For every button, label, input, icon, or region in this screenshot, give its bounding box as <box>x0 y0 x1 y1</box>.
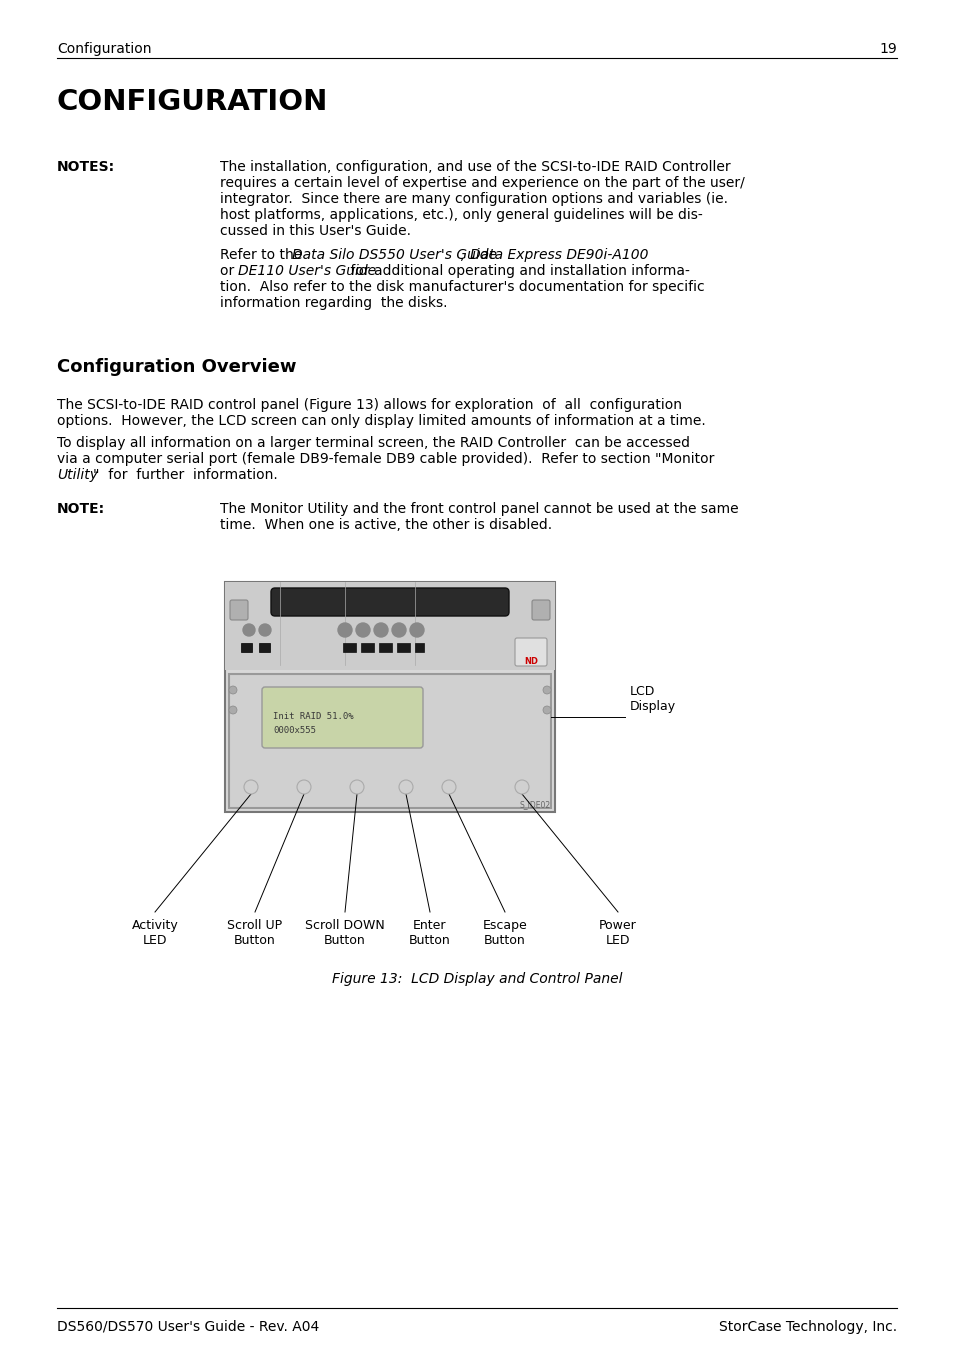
Text: via a computer serial port (female DB9-female DB9 cable provided).  Refer to sec: via a computer serial port (female DB9-f… <box>57 452 714 465</box>
Circle shape <box>410 623 423 637</box>
Circle shape <box>441 780 456 794</box>
Bar <box>241 643 252 652</box>
Text: LCD
Display: LCD Display <box>629 684 676 713</box>
Circle shape <box>258 624 271 637</box>
Circle shape <box>398 780 413 794</box>
Text: Init RAID 51.0%: Init RAID 51.0% <box>273 712 354 721</box>
FancyBboxPatch shape <box>230 600 248 620</box>
Text: To display all information on a larger terminal screen, the RAID Controller  can: To display all information on a larger t… <box>57 435 689 450</box>
Text: Power
LED: Power LED <box>598 919 637 947</box>
Text: StorCase Technology, Inc.: StorCase Technology, Inc. <box>719 1320 896 1333</box>
Text: The installation, configuration, and use of the SCSI-to-IDE RAID Controller: The installation, configuration, and use… <box>220 160 730 174</box>
Circle shape <box>355 623 370 637</box>
Bar <box>378 643 392 652</box>
FancyBboxPatch shape <box>225 582 555 812</box>
Text: Configuration Overview: Configuration Overview <box>57 359 296 376</box>
Text: S_IDE02: S_IDE02 <box>519 799 551 809</box>
Text: 0000x555: 0000x555 <box>273 726 315 735</box>
FancyBboxPatch shape <box>229 674 551 808</box>
Text: tion.  Also refer to the disk manufacturer's documentation for specific: tion. Also refer to the disk manufacture… <box>220 281 704 294</box>
Text: requires a certain level of expertise and experience on the part of the user/: requires a certain level of expertise an… <box>220 177 744 190</box>
Circle shape <box>296 780 311 794</box>
Text: DE110 User's Guide: DE110 User's Guide <box>237 264 375 278</box>
Text: integrator.  Since there are many configuration options and variables (ie.: integrator. Since there are many configu… <box>220 192 727 205</box>
Text: for additional operating and installation informa-: for additional operating and installatio… <box>346 264 689 278</box>
Text: Scroll DOWN
Button: Scroll DOWN Button <box>305 919 384 947</box>
Text: Configuration: Configuration <box>57 42 152 56</box>
Text: information regarding  the disks.: information regarding the disks. <box>220 296 447 309</box>
Text: DS560/DS570 User's Guide - Rev. A04: DS560/DS570 User's Guide - Rev. A04 <box>57 1320 319 1333</box>
Text: options.  However, the LCD screen can only display limited amounts of informatio: options. However, the LCD screen can onl… <box>57 413 705 428</box>
Circle shape <box>243 624 254 637</box>
Text: NOTE:: NOTE: <box>57 502 105 516</box>
Circle shape <box>229 686 236 694</box>
Text: host platforms, applications, etc.), only general guidelines will be dis-: host platforms, applications, etc.), onl… <box>220 208 702 222</box>
Bar <box>360 643 374 652</box>
Text: The Monitor Utility and the front control panel cannot be used at the same: The Monitor Utility and the front contro… <box>220 502 738 516</box>
Circle shape <box>229 706 236 715</box>
Text: or: or <box>220 264 238 278</box>
Text: NOTES:: NOTES: <box>57 160 115 174</box>
Text: "  for  further  information.: " for further information. <box>92 468 277 482</box>
Bar <box>225 582 555 669</box>
Text: time.  When one is active, the other is disabled.: time. When one is active, the other is d… <box>220 517 552 533</box>
Bar <box>415 643 423 652</box>
Text: 19: 19 <box>879 42 896 56</box>
Text: Refer to the: Refer to the <box>220 248 306 261</box>
Circle shape <box>244 780 257 794</box>
Text: Data Silo DS550 User's Guide: Data Silo DS550 User's Guide <box>292 248 497 261</box>
Circle shape <box>515 780 529 794</box>
FancyBboxPatch shape <box>532 600 550 620</box>
FancyBboxPatch shape <box>271 589 509 616</box>
Circle shape <box>337 623 352 637</box>
Text: Scroll UP
Button: Scroll UP Button <box>227 919 282 947</box>
Circle shape <box>392 623 406 637</box>
Text: cussed in this User's Guide.: cussed in this User's Guide. <box>220 225 411 238</box>
Text: Data Express DE90i-A100: Data Express DE90i-A100 <box>470 248 648 261</box>
FancyBboxPatch shape <box>262 687 422 747</box>
Circle shape <box>542 686 551 694</box>
Text: ND: ND <box>523 657 537 665</box>
Text: Escape
Button: Escape Button <box>482 919 527 947</box>
Circle shape <box>542 706 551 715</box>
Text: The SCSI-to-IDE RAID control panel (Figure 13) allows for exploration  of  all  : The SCSI-to-IDE RAID control panel (Figu… <box>57 398 681 412</box>
Text: Activity
LED: Activity LED <box>132 919 178 947</box>
Circle shape <box>374 623 388 637</box>
Text: Utility: Utility <box>57 468 98 482</box>
FancyBboxPatch shape <box>515 638 546 665</box>
Text: CONFIGURATION: CONFIGURATION <box>57 88 328 116</box>
Bar <box>258 643 270 652</box>
Text: ,: , <box>459 248 468 261</box>
Text: Figure 13:  LCD Display and Control Panel: Figure 13: LCD Display and Control Panel <box>332 972 621 986</box>
Circle shape <box>350 780 364 794</box>
Bar <box>396 643 410 652</box>
Bar <box>343 643 355 652</box>
Text: Enter
Button: Enter Button <box>409 919 451 947</box>
